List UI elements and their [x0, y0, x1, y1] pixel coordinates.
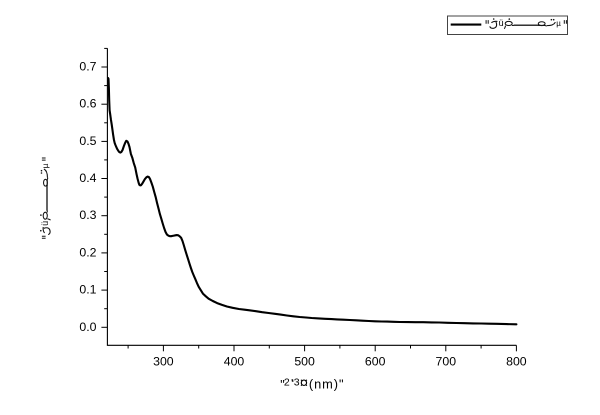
svg-text:700: 700: [436, 354, 457, 368]
svg-text:400: 400: [224, 354, 245, 368]
svg-text:300: 300: [153, 354, 174, 368]
svg-text:0.1: 0.1: [79, 283, 96, 297]
svg-text:0.6: 0.6: [79, 97, 96, 111]
svg-text:500: 500: [294, 354, 315, 368]
svg-text:(nm)": (nm)": [309, 377, 345, 392]
svg-text:¤: ¤: [300, 374, 308, 391]
svg-text:3: 3: [294, 377, 300, 389]
svg-text:0.5: 0.5: [79, 134, 96, 148]
svg-text:0.0: 0.0: [79, 320, 96, 334]
svg-text:0.3: 0.3: [79, 208, 96, 222]
svg-text:0.7: 0.7: [79, 60, 96, 74]
svg-text:2: 2: [284, 377, 290, 389]
svg-text:0.2: 0.2: [79, 245, 96, 259]
svg-text:": ": [280, 378, 284, 392]
svg-text:600: 600: [365, 354, 386, 368]
svg-text:800: 800: [506, 354, 527, 368]
svg-text:0.4: 0.4: [79, 171, 96, 185]
